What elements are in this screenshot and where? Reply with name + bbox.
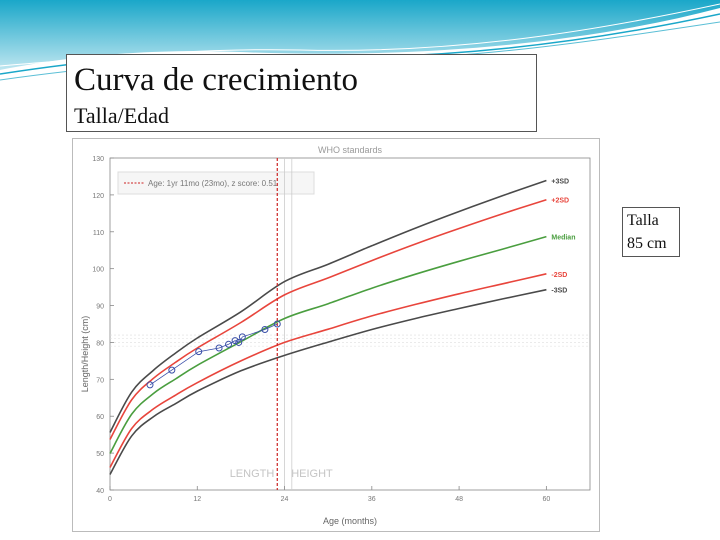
measurement-points	[146, 320, 281, 389]
note-value: 85 cm	[627, 235, 667, 252]
curve-minus2sd	[109, 273, 547, 468]
measurement-point	[146, 381, 154, 389]
measurement-point	[231, 337, 239, 345]
measurement-point	[215, 344, 223, 352]
axis-ticks: 40 50 60 70 80 90 100 110 120 130 0 12 24 36 48 60	[92, 156, 550, 503]
y-tick-label: 120	[92, 193, 104, 200]
y-axis-label: Length/Height (cm)	[80, 316, 90, 393]
legend-box	[117, 171, 315, 195]
measurement-point	[235, 338, 243, 346]
measurement-point	[225, 340, 233, 348]
curve-plus3sd	[109, 179, 547, 433]
y-tick-label: 130	[92, 156, 104, 163]
slide-subtitle: Talla/Edad	[74, 103, 169, 128]
y-tick-label: 40	[96, 488, 104, 495]
height-region-label: HEIGHT	[291, 468, 333, 480]
x-tick-label: 48	[455, 496, 463, 503]
slide-title: Curva de crecimiento	[74, 62, 359, 98]
length-region-label: LENGTH	[230, 468, 275, 480]
y-tick-label: 50	[96, 451, 104, 458]
curve-label: Median	[551, 235, 575, 242]
chart-title: WHO standards	[318, 145, 383, 155]
measurement-point	[168, 366, 176, 374]
y-tick-label: 90	[96, 304, 104, 311]
plot-area	[109, 157, 591, 491]
y-tick-label: 110	[93, 230, 104, 237]
curve-labels: +3SD +2SD Median -2SD -3SD	[551, 179, 575, 295]
curve-label: -3SD	[551, 288, 567, 295]
y-tick-label: 60	[96, 414, 104, 421]
x-tick-label: 12	[193, 496, 201, 503]
curve-label: +3SD	[551, 179, 569, 186]
curve-label: -2SD	[551, 272, 567, 279]
x-tick-label: 0	[108, 496, 112, 503]
curve-label: +2SD	[551, 198, 569, 205]
curve-median	[109, 235, 547, 454]
who-curves	[109, 179, 547, 475]
measurement-point	[238, 333, 246, 341]
y-tick-label: 100	[92, 267, 104, 274]
legend-annotation: Age: 1yr 11mo (23mo), z score: 0.51	[148, 179, 278, 188]
growth-chart: WHO standards Length/Height (cm) Age (mo…	[72, 138, 600, 532]
curve-minus3sd	[109, 288, 547, 475]
x-axis-label: Age (months)	[323, 516, 377, 526]
measurement-point	[261, 326, 269, 334]
y-tick-label: 80	[96, 340, 104, 347]
y-tick-label: 70	[96, 377, 104, 384]
curve-plus2sd	[109, 198, 547, 440]
measurement-point	[195, 348, 203, 356]
note-label: Talla	[627, 212, 659, 229]
x-tick-label: 24	[281, 496, 289, 503]
x-tick-label: 36	[368, 496, 376, 503]
x-tick-label: 60	[542, 496, 550, 503]
title-box: Curva de crecimiento Talla/Edad	[66, 54, 537, 132]
measurement-point	[273, 320, 281, 328]
measurement-trend-line	[149, 323, 278, 386]
height-note-box: Talla 85 cm	[622, 207, 680, 257]
